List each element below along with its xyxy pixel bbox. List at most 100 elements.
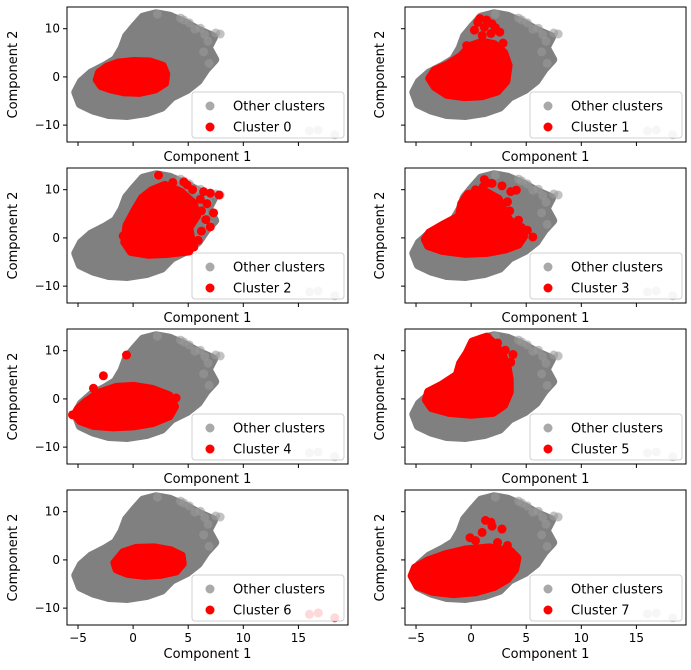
other-clusters-point: [541, 197, 551, 207]
other-clusters-point: [152, 9, 162, 19]
other-clusters-point: [522, 501, 532, 511]
x-tick-label: 5: [522, 631, 530, 645]
other-clusters-point: [514, 496, 524, 506]
axes-frame: [66, 6, 349, 143]
other-clusters-point: [553, 29, 563, 39]
y-tick-label: −10: [35, 279, 60, 293]
legend-marker-cluster: [543, 283, 553, 293]
cluster-point: [514, 215, 524, 225]
y-tick-label: 0: [52, 392, 60, 406]
legend-label-cluster: Cluster 6: [233, 604, 292, 619]
x-axis-label: Component 1: [164, 150, 252, 165]
other-clusters-point: [528, 185, 538, 195]
cluster-point: [469, 25, 479, 35]
cluster-point: [508, 350, 518, 360]
cluster-cloud: [92, 57, 171, 97]
cluster-cloud: [421, 332, 514, 419]
axes-frame: [404, 6, 687, 143]
legend-box: [191, 91, 345, 139]
x-tick-label: 10: [236, 631, 251, 645]
cluster-point: [195, 194, 205, 204]
legend-label-other: Other clusters: [571, 583, 663, 598]
other-clusters-point: [542, 219, 552, 229]
cluster-point: [486, 517, 496, 527]
cluster-point: [189, 242, 199, 252]
cluster-point: [168, 177, 178, 187]
cluster-cloud: [407, 543, 522, 599]
other-clusters-point: [528, 24, 538, 34]
axes-frame: [404, 489, 687, 626]
legend-marker-cluster: [543, 444, 553, 454]
legend-marker-cluster: [205, 605, 215, 615]
other-clusters-point: [490, 9, 500, 19]
legend: Other clusters Cluster 2: [191, 252, 345, 300]
other-clusters-point: [514, 174, 524, 184]
cluster-point: [476, 334, 486, 344]
axes-frame: [66, 328, 349, 465]
cluster-point: [209, 208, 219, 218]
cluster-point: [506, 357, 516, 367]
y-axis-label: Component 2: [6, 31, 21, 119]
legend-label-cluster: Cluster 7: [571, 604, 630, 619]
other-clusters-point: [541, 36, 551, 46]
other-clusters-point: [199, 369, 209, 379]
cluster-point: [182, 180, 192, 190]
subplot-7: −5 0 5 10 15 Component 1 Component 2 Other clus…: [373, 489, 687, 662]
legend-label-cluster: Cluster 2: [233, 282, 292, 297]
legend-box: [529, 574, 683, 622]
cluster-point: [462, 41, 472, 51]
cluster-point: [488, 191, 498, 201]
y-tick-label: 0: [52, 553, 60, 567]
subplot-6: −5 0 5 10 15 −10 0 10 Component 1 Component 2 Othe…: [6, 489, 349, 662]
legend-marker-cluster: [205, 122, 215, 132]
subplot-4: −10 0 10 Component 1 Component 2 Other cluste…: [6, 328, 349, 487]
cluster-point: [88, 383, 98, 393]
y-tick-label: −10: [35, 601, 60, 615]
y-axis-label: Component 2: [373, 192, 388, 280]
legend-label-other: Other clusters: [233, 583, 325, 598]
x-tick-label: 10: [574, 631, 589, 645]
other-clusters-point: [199, 47, 209, 57]
other-clusters-point: [200, 29, 210, 39]
other-clusters-point: [204, 58, 214, 68]
legend-label-cluster: Cluster 1: [571, 121, 630, 136]
cluster-point: [98, 371, 108, 381]
cluster-point: [201, 215, 211, 225]
other-clusters-point: [215, 29, 225, 39]
legend-box: [191, 252, 345, 300]
x-tick-label: −5: [69, 631, 87, 645]
legend-label-other: Other clusters: [571, 422, 663, 437]
cluster-point: [487, 19, 497, 29]
other-clusters-point: [215, 512, 225, 522]
legend-label-other: Other clusters: [233, 422, 325, 437]
cluster-point: [493, 338, 503, 348]
subplot-2: −10 0 10 Component 1 Component 2 Other cluste…: [6, 167, 349, 326]
other-clusters-point: [490, 170, 500, 180]
other-clusters-point: [184, 18, 194, 28]
cluster-point: [486, 29, 496, 39]
x-axis-label: Component 1: [502, 311, 590, 326]
subplot-5: Component 1 Component 2 Other clusters Clus…: [373, 328, 687, 487]
x-axis-label: Component 1: [164, 311, 252, 326]
legend: Other clusters Cluster 7: [529, 574, 683, 622]
legend-box: [191, 413, 345, 461]
legend-marker-cluster: [205, 283, 215, 293]
y-tick-label: 10: [45, 344, 60, 358]
other-clusters-point: [553, 512, 563, 522]
cluster-point: [522, 225, 532, 235]
other-clusters-point: [200, 512, 210, 522]
legend: Other clusters Cluster 4: [191, 413, 345, 461]
cluster-point: [498, 38, 508, 48]
legend-label-cluster: Cluster 4: [233, 443, 292, 458]
legend-marker-cluster: [543, 122, 553, 132]
other-clusters-point: [190, 346, 200, 356]
cluster-point: [193, 235, 203, 245]
cluster-point: [199, 187, 209, 197]
cluster-point: [497, 181, 507, 191]
cluster-point: [511, 185, 521, 195]
other-clusters-point: [203, 519, 213, 529]
other-clusters-point: [537, 530, 547, 540]
legend-label-other: Other clusters: [571, 100, 663, 115]
x-axis-label: Component 1: [164, 472, 252, 487]
other-clusters-point: [522, 340, 532, 350]
